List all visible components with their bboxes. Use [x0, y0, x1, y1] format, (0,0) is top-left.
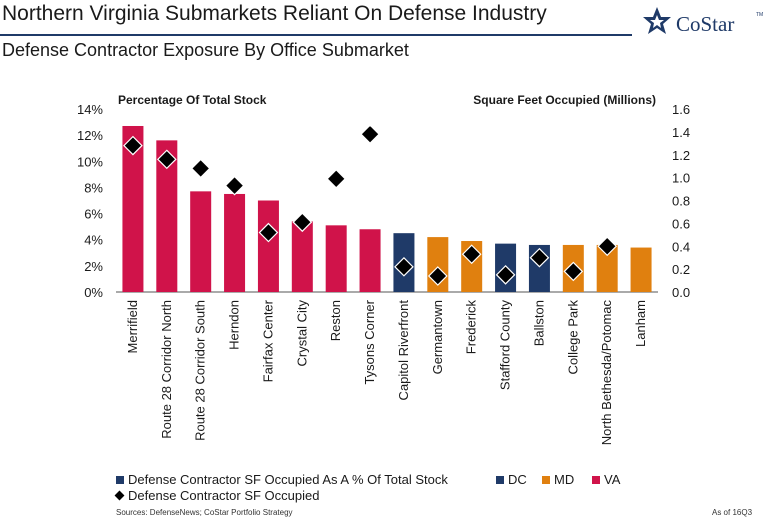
sf-occupied-marker [326, 168, 347, 189]
y-tick-right: 0.2 [672, 262, 690, 277]
legend-va-label: VA [604, 472, 621, 487]
sf-occupied-marker [394, 256, 414, 277]
sf-occupied-marker [156, 149, 177, 170]
sf-occupied-marker [224, 175, 245, 196]
x-tick-label: Lanham [633, 300, 648, 347]
y-tick-left: 8% [84, 180, 103, 195]
legend-marker-label: Defense Contractor SF Occupied [128, 488, 320, 503]
y-tick-right: 0.0 [672, 285, 690, 300]
y-tick-right: 0.4 [672, 239, 690, 254]
x-tick-label: North Bethesda/Potomac [599, 300, 614, 446]
y-tick-right: 1.6 [672, 102, 690, 117]
bar [224, 193, 246, 292]
sf-occupied-marker [529, 247, 550, 268]
bar [257, 200, 279, 292]
legend-va-swatch [592, 475, 600, 484]
bar [156, 140, 178, 292]
source-note: Sources: DefenseNews; CoStar Portfolio S… [116, 508, 293, 517]
y-tick-right: 1.2 [672, 148, 690, 163]
y-axis-right-title: Square Feet Occupied (Millions) [473, 93, 656, 107]
bar [325, 225, 347, 292]
x-tick-label: Tysons Corner [362, 299, 377, 384]
bar [630, 247, 652, 292]
y-axis-left-title: Percentage Of Total Stock [118, 93, 267, 107]
y-tick-right: 0.6 [672, 216, 690, 231]
sf-occupied-marker [495, 264, 516, 285]
chart: Percentage Of Total Stock Square Feet Occ… [77, 93, 690, 446]
legend-diamond-icon [114, 490, 125, 501]
x-tick-label: Merrifield [125, 300, 140, 353]
x-tick-label: Crystal City [294, 300, 309, 367]
costar-logo: CoStar TM [640, 6, 766, 38]
bar [122, 125, 144, 292]
x-tick-label: Fairfax Center [260, 299, 275, 382]
sf-occupied-marker [563, 261, 584, 282]
page-subtitle: Defense Contractor Exposure By Office Su… [2, 40, 409, 60]
legend-row-bars: Defense Contractor SF Occupied As A % Of… [116, 472, 448, 487]
x-tick-label: Reston [328, 300, 343, 341]
bar [596, 244, 618, 292]
x-tick-label: Stafford County [498, 300, 513, 391]
sf-occupied-marker [597, 236, 618, 257]
sf-occupied-marker [292, 212, 313, 233]
y-tick-left: 6% [84, 207, 103, 222]
as-of-note: As of 16Q3 [712, 508, 753, 517]
sf-occupied-marker [258, 222, 279, 243]
sf-occupied-marker [360, 124, 380, 145]
sf-occupied-marker [123, 135, 143, 156]
page-title: Northern Virginia Submarkets Reliant On … [2, 2, 547, 25]
legend-bar-label: Defense Contractor SF Occupied As A % Of… [128, 472, 448, 487]
legend-md-swatch [542, 475, 550, 484]
x-tick-label: College Park [565, 300, 580, 375]
legend-va: VA [592, 472, 620, 487]
costar-star-icon [643, 7, 671, 34]
y-tick-left: 14% [77, 102, 103, 117]
x-tick-label: Herndon [227, 300, 242, 350]
x-tick-label: Route 28 Corridor South [193, 300, 208, 441]
y-tick-left: 4% [84, 233, 103, 248]
x-tick-label: Germantown [430, 300, 445, 374]
legend-bar-swatch [116, 475, 124, 484]
y-tick-left: 2% [84, 259, 103, 274]
y-tick-left: 12% [77, 128, 103, 143]
x-tick-label: Ballston [531, 300, 546, 346]
sf-occupied-marker [427, 266, 448, 286]
x-tick-label: Capitol Riverfront [396, 300, 411, 401]
y-tick-left: 0% [84, 285, 103, 300]
sf-occupied-marker [190, 158, 211, 179]
y-tick-right: 1.4 [672, 125, 690, 140]
y-tick-left: 10% [77, 154, 103, 169]
legend-md-label: MD [554, 472, 575, 487]
legend-dc-label: DC [508, 472, 527, 487]
y-tick-right: 1.0 [672, 171, 690, 186]
title-rule [0, 34, 632, 36]
logo-trademark: TM [756, 12, 764, 18]
bar [291, 221, 313, 292]
legend-md: MD [542, 472, 574, 487]
logo-wordmark: CoStar [676, 12, 735, 36]
y-tick-right: 0.8 [672, 194, 690, 209]
x-tick-label: Frederick [464, 300, 479, 355]
legend-dc: DC [496, 472, 527, 487]
x-tick-label: Route 28 Corridor North [159, 300, 174, 439]
sf-occupied-marker [461, 244, 482, 265]
legend-row-marker: Defense Contractor SF Occupied [114, 488, 320, 503]
bar [359, 229, 381, 292]
bar [190, 191, 212, 292]
legend-dc-swatch [496, 475, 504, 484]
